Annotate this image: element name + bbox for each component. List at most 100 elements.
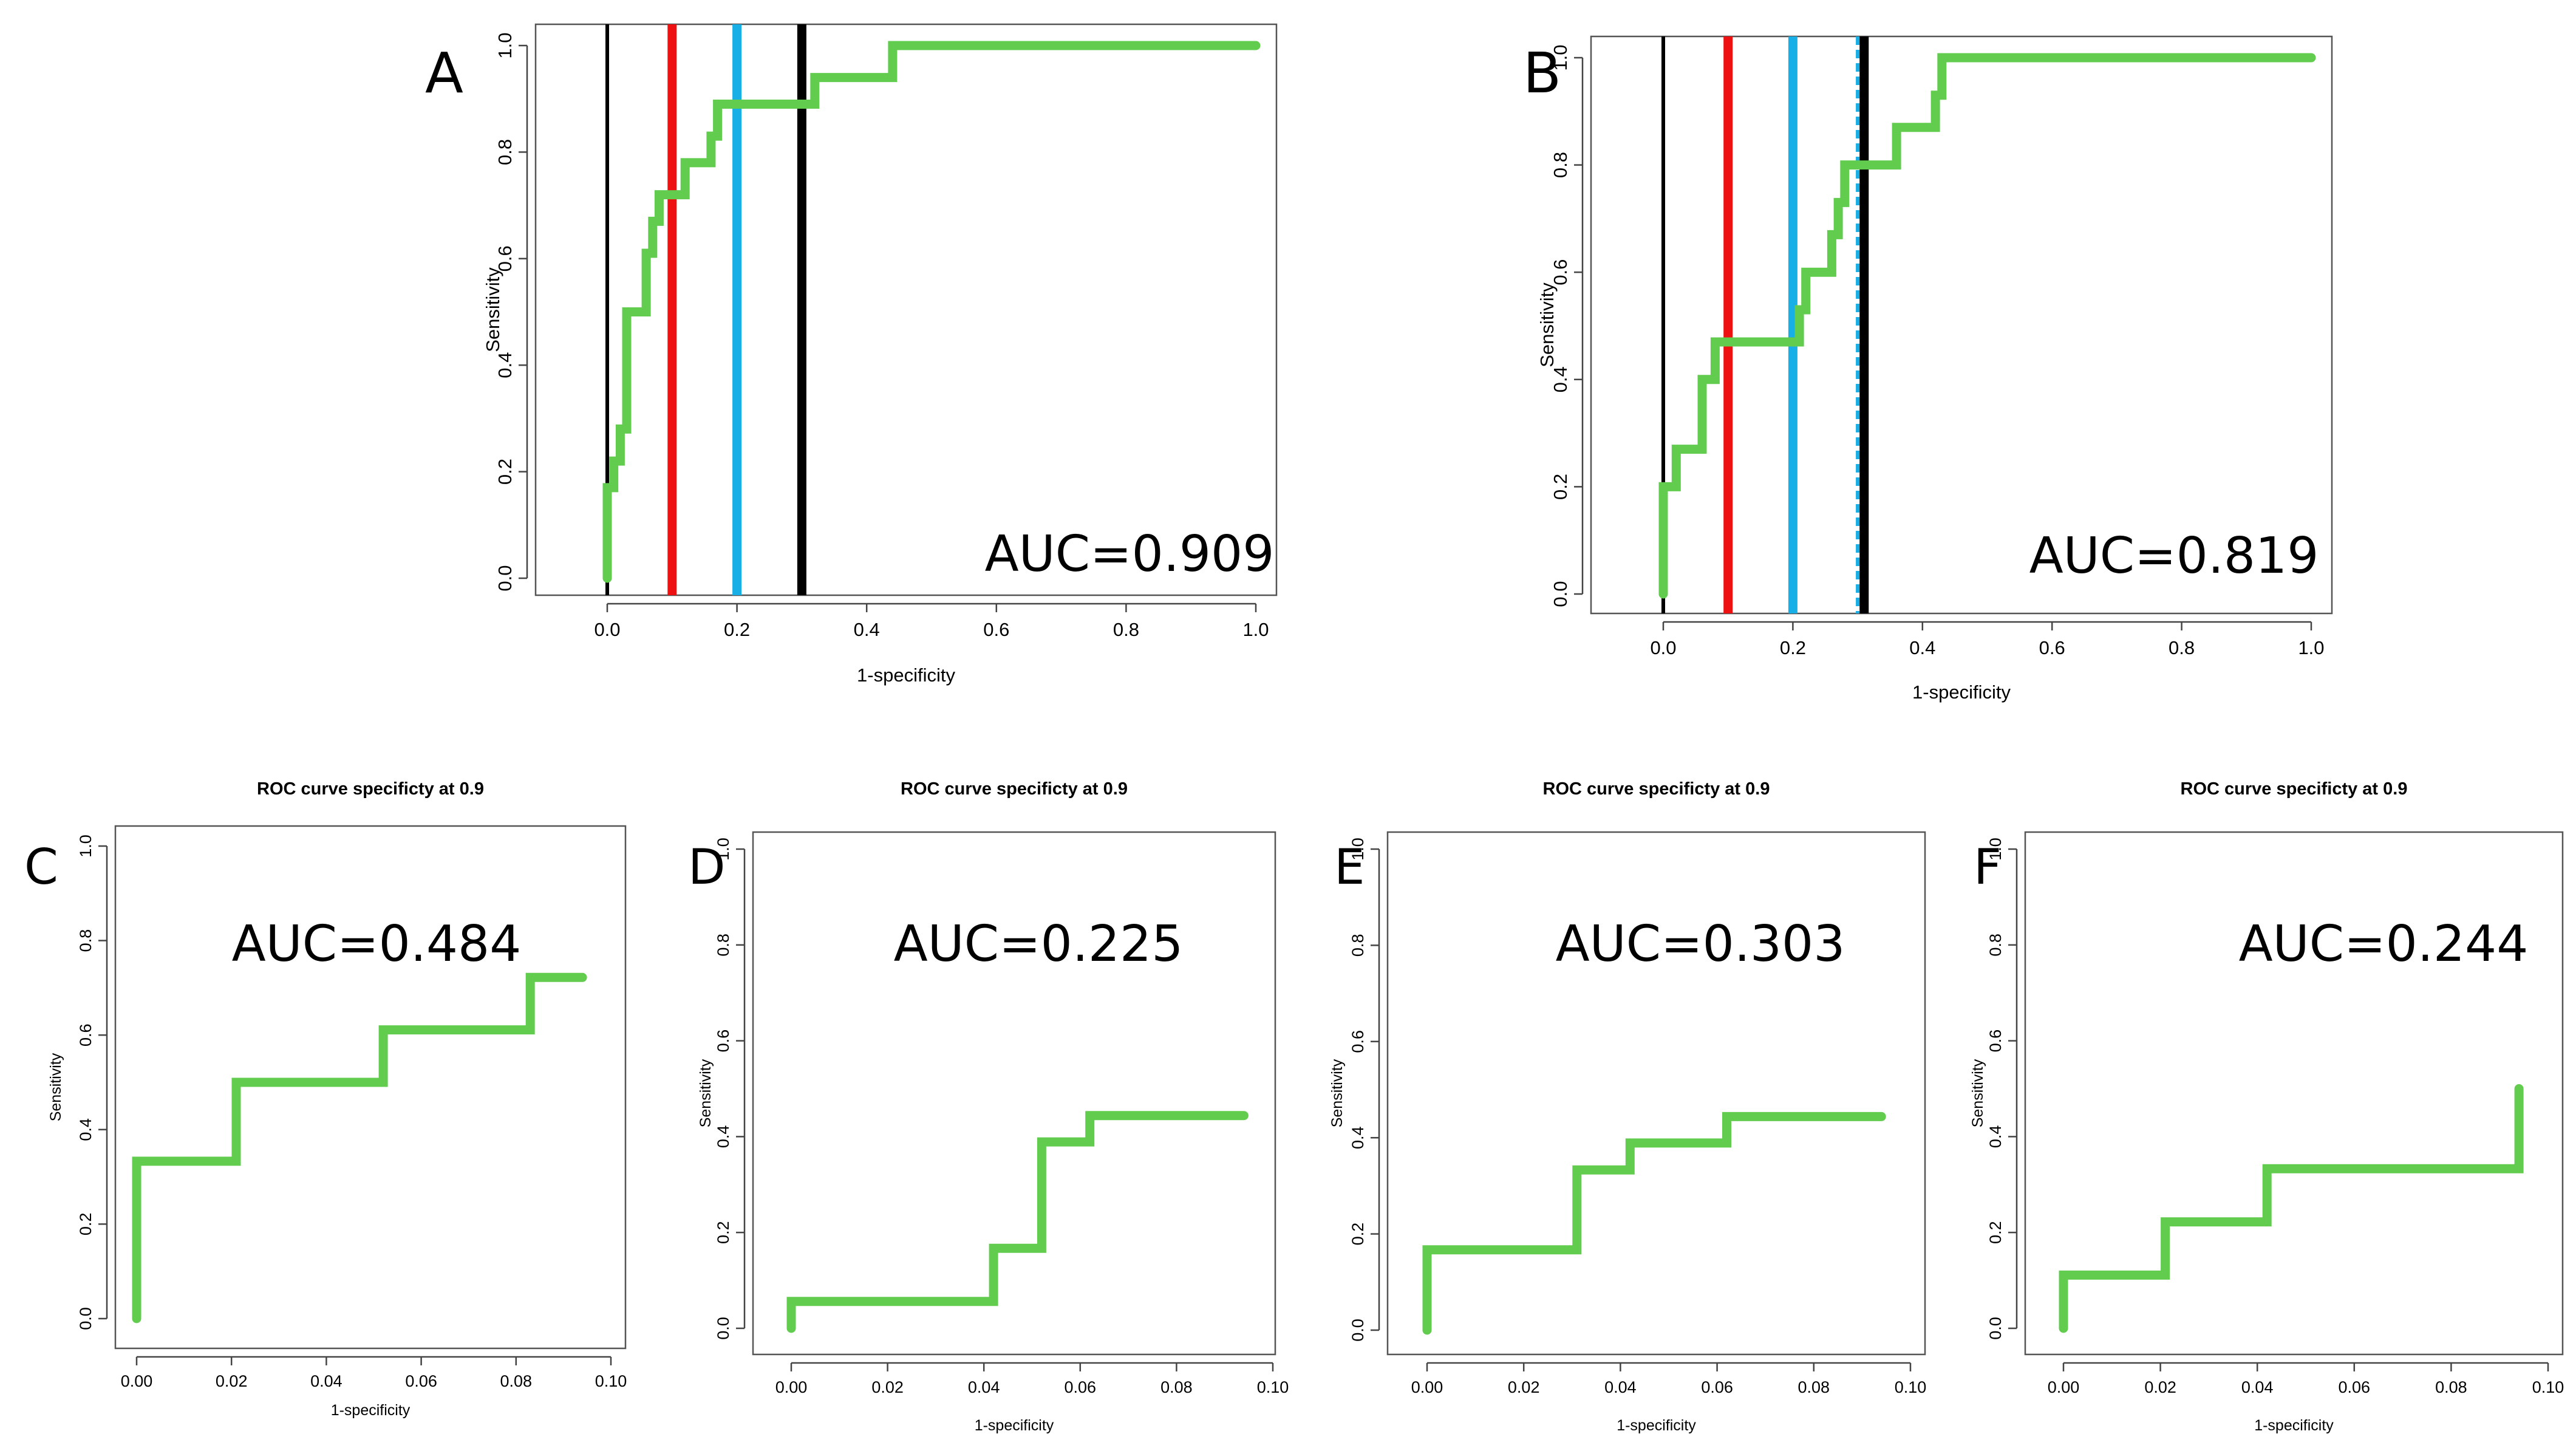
panel-letter: A <box>425 41 463 106</box>
y-tick-label: 0.2 <box>494 459 516 485</box>
y-tick-label: 0.2 <box>77 1213 95 1236</box>
x-axis-label: 1-specificity <box>2254 1417 2334 1434</box>
y-tick-label: 0.4 <box>494 352 516 378</box>
auc-annotation: AUC=0.909 <box>985 525 1275 583</box>
y-tick-label: 0.6 <box>714 1029 732 1053</box>
x-tick-label: 0.06 <box>2339 1378 2371 1396</box>
y-tick-label: 1.0 <box>1349 838 1367 861</box>
auc-annotation: AUC=0.244 <box>2239 915 2529 973</box>
x-axis-label: 1-specificity <box>331 1402 411 1419</box>
plot-frame <box>1590 35 2333 615</box>
y-tick-label: 0.8 <box>1986 934 2005 957</box>
plot-frame <box>534 23 1278 596</box>
y-tick-label: 0.4 <box>1550 366 1571 392</box>
y-axis-label: Sensitivity <box>1969 1059 1986 1127</box>
y-tick-label: 0.6 <box>494 245 516 271</box>
x-tick-label: 0.10 <box>1257 1378 1289 1396</box>
chart-panel-a: 0.0 0.2 0.4 0.6 0.8 1.0 0.0 0.2 0.4 0.6 0.8 1.0 1-sp… <box>425 23 1278 686</box>
panel-title: ROC curve specificty at 0.9 <box>257 779 484 799</box>
roc-curve-line <box>1422 1111 1886 1335</box>
y-tick-label: 0.0 <box>77 1307 95 1330</box>
x-tick-label: 0.08 <box>1798 1378 1830 1396</box>
y-tick-label: 0.0 <box>1986 1317 2005 1340</box>
y-tick-label: 0.0 <box>1550 581 1571 607</box>
x-tick-label: 0.10 <box>2532 1378 2564 1396</box>
x-tick-label: 0.0 <box>594 619 620 640</box>
x-tick-label: 0.06 <box>1065 1378 1097 1396</box>
x-tick-label: 0.06 <box>1701 1378 1733 1396</box>
x-tick-label: 0.00 <box>121 1372 153 1390</box>
y-tick-label: 0.2 <box>714 1221 732 1244</box>
x-tick-label: 0.04 <box>2241 1378 2274 1396</box>
plot-frame <box>114 825 627 1350</box>
chart-panel-e: 0.00 0.02 0.04 0.06 0.08 0.10 0.0 0.2 0.4 0.6 0.8 1… <box>1329 779 1926 1434</box>
roc-curve-line <box>132 972 587 1323</box>
x-tick-label: 0.0 <box>1650 637 1676 658</box>
x-tick-label: 0.10 <box>1895 1378 1927 1396</box>
y-tick-label: 0.6 <box>1349 1030 1367 1053</box>
x-tick-label: 0.06 <box>405 1372 437 1390</box>
y-tick-label: 0.2 <box>1550 474 1571 500</box>
x-tick-label: 0.2 <box>724 619 750 640</box>
y-tick-label: 0.6 <box>1986 1029 2005 1053</box>
x-tick-label: 0.10 <box>595 1372 627 1390</box>
panel-letter: D <box>688 839 726 895</box>
panel-letter: C <box>24 839 58 895</box>
x-tick-label: 0.8 <box>2169 637 2195 658</box>
y-tick-label: 0.8 <box>714 934 732 957</box>
x-tick-label: 0.04 <box>310 1372 342 1390</box>
y-axis-label: Sensitivity <box>47 1053 64 1121</box>
auc-annotation: AUC=0.819 <box>2029 527 2319 585</box>
y-tick-label: 0.6 <box>77 1023 95 1046</box>
roc-curve-line <box>602 41 1261 583</box>
panel-letter: E <box>1334 839 1365 895</box>
auc-annotation: AUC=0.225 <box>894 915 1184 973</box>
auc-annotation: AUC=0.484 <box>232 915 522 973</box>
auc-annotation: AUC=0.303 <box>1556 915 1845 973</box>
plot-frame <box>752 831 1276 1356</box>
y-tick-label: 0.8 <box>494 139 516 165</box>
x-axis-label: 1-specificity <box>1912 681 2011 703</box>
y-tick-label: 0.2 <box>1986 1221 2005 1244</box>
x-tick-label: 0.00 <box>1411 1378 1443 1396</box>
panel-letter: B <box>1523 41 1561 106</box>
x-tick-label: 0.00 <box>2048 1378 2080 1396</box>
x-tick-label: 0.8 <box>1113 619 1139 640</box>
y-tick-label: 0.6 <box>1550 259 1571 285</box>
y-tick-label: 0.0 <box>494 565 516 591</box>
roc-curve-line <box>786 1111 1249 1333</box>
panel-title: ROC curve specificty at 0.9 <box>901 779 1128 799</box>
y-axis-label: Sensitivity <box>1536 282 1558 367</box>
plot-frame <box>2024 831 2564 1356</box>
y-tick-label: 1.0 <box>77 835 95 858</box>
x-tick-label: 0.08 <box>1160 1378 1193 1396</box>
x-tick-label: 0.02 <box>871 1378 904 1396</box>
y-tick-label: 0.8 <box>1349 934 1367 957</box>
x-tick-label: 0.02 <box>216 1372 248 1390</box>
x-axis-label: 1-specificity <box>857 664 955 686</box>
x-tick-label: 0.04 <box>968 1378 1000 1396</box>
chart-panel-d: 0.00 0.02 0.04 0.06 0.08 0.10 0.0 0.2 0.4 0.6 0.8 1… <box>688 779 1289 1434</box>
x-tick-label: 1.0 <box>1242 619 1269 640</box>
y-tick-label: 0.2 <box>1349 1223 1367 1246</box>
x-tick-label: 0.02 <box>1508 1378 1540 1396</box>
y-tick-label: 0.4 <box>1349 1126 1367 1149</box>
x-tick-label: 1.0 <box>2298 637 2324 658</box>
y-tick-label: 1.0 <box>494 32 516 58</box>
x-tick-label: 0.6 <box>983 619 1009 640</box>
roc-curve-line <box>1658 53 2316 599</box>
y-axis-label: Sensitivity <box>1329 1059 1346 1127</box>
x-axis-label: 1-specificity <box>1617 1417 1696 1434</box>
x-axis-label: 1-specificity <box>975 1417 1054 1434</box>
y-axis-label: Sensitivity <box>697 1059 714 1127</box>
y-tick-label: 0.0 <box>714 1317 732 1340</box>
y-tick-label: 1.0 <box>1986 838 2005 861</box>
chart-panel-c: 0.00 0.02 0.04 0.06 0.08 0.10 0.0 0.2 0.4 0.6 0.8 1… <box>24 779 627 1419</box>
y-tick-label: 0.4 <box>77 1118 95 1141</box>
y-tick-label: 0.8 <box>77 929 95 952</box>
y-tick-label: 0.8 <box>1550 152 1571 178</box>
y-tick-label: 0.0 <box>1349 1319 1367 1342</box>
plot-frame <box>1386 831 1926 1356</box>
